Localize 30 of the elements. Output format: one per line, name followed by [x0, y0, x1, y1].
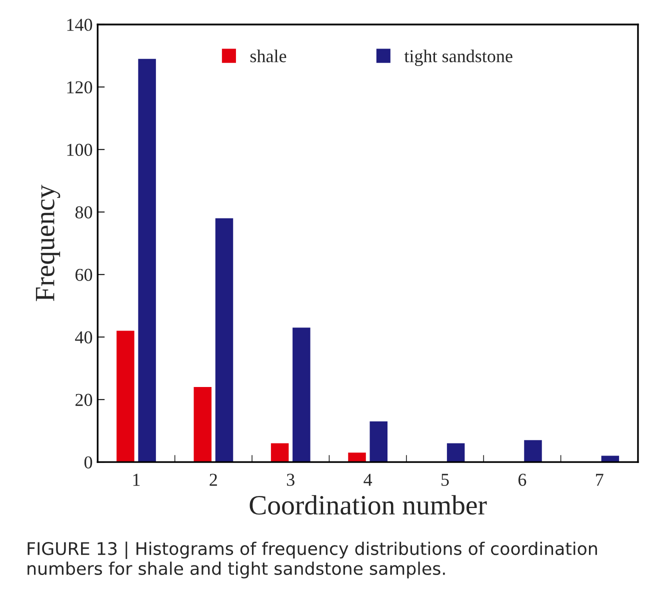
x-tick-label: 5	[442, 474, 449, 486]
legend-label: tight sandstone	[404, 50, 512, 66]
x-axis-title: Coordination number	[250, 495, 487, 515]
bar	[446, 443, 465, 462]
y-axis-title: Frequency	[36, 184, 60, 302]
x-tick-label: 3	[286, 474, 294, 486]
y-tick-label: 40	[75, 331, 92, 344]
bar	[348, 452, 366, 462]
bar	[194, 387, 212, 462]
legend-label: shale	[250, 50, 286, 62]
y-tick-label: 20	[76, 394, 92, 406]
x-tick-label: 7	[596, 474, 604, 486]
caption: FIGURE 13 | Histograms of frequency distributions of coordination numbers for shale and tight sandstone samples.	[28, 542, 597, 578]
x-tick-label: 1	[133, 474, 140, 486]
bar	[270, 443, 289, 462]
y-tick-label: 140	[67, 18, 92, 31]
y-tick-label: 100	[67, 144, 92, 156]
bar	[215, 218, 234, 462]
bar	[370, 421, 388, 462]
bar	[116, 330, 134, 462]
bar	[524, 440, 542, 462]
bar	[292, 328, 310, 462]
y-tick-label: 60	[76, 268, 92, 281]
y-tick-label: 80	[75, 206, 92, 218]
bar	[138, 58, 156, 462]
x-tick-label: 4	[364, 474, 372, 486]
x-tick-label: 6	[518, 474, 526, 486]
y-tick-label: 0	[84, 456, 92, 468]
x-tick-label: 2	[210, 474, 217, 486]
y-tick-label: 120	[67, 81, 92, 94]
